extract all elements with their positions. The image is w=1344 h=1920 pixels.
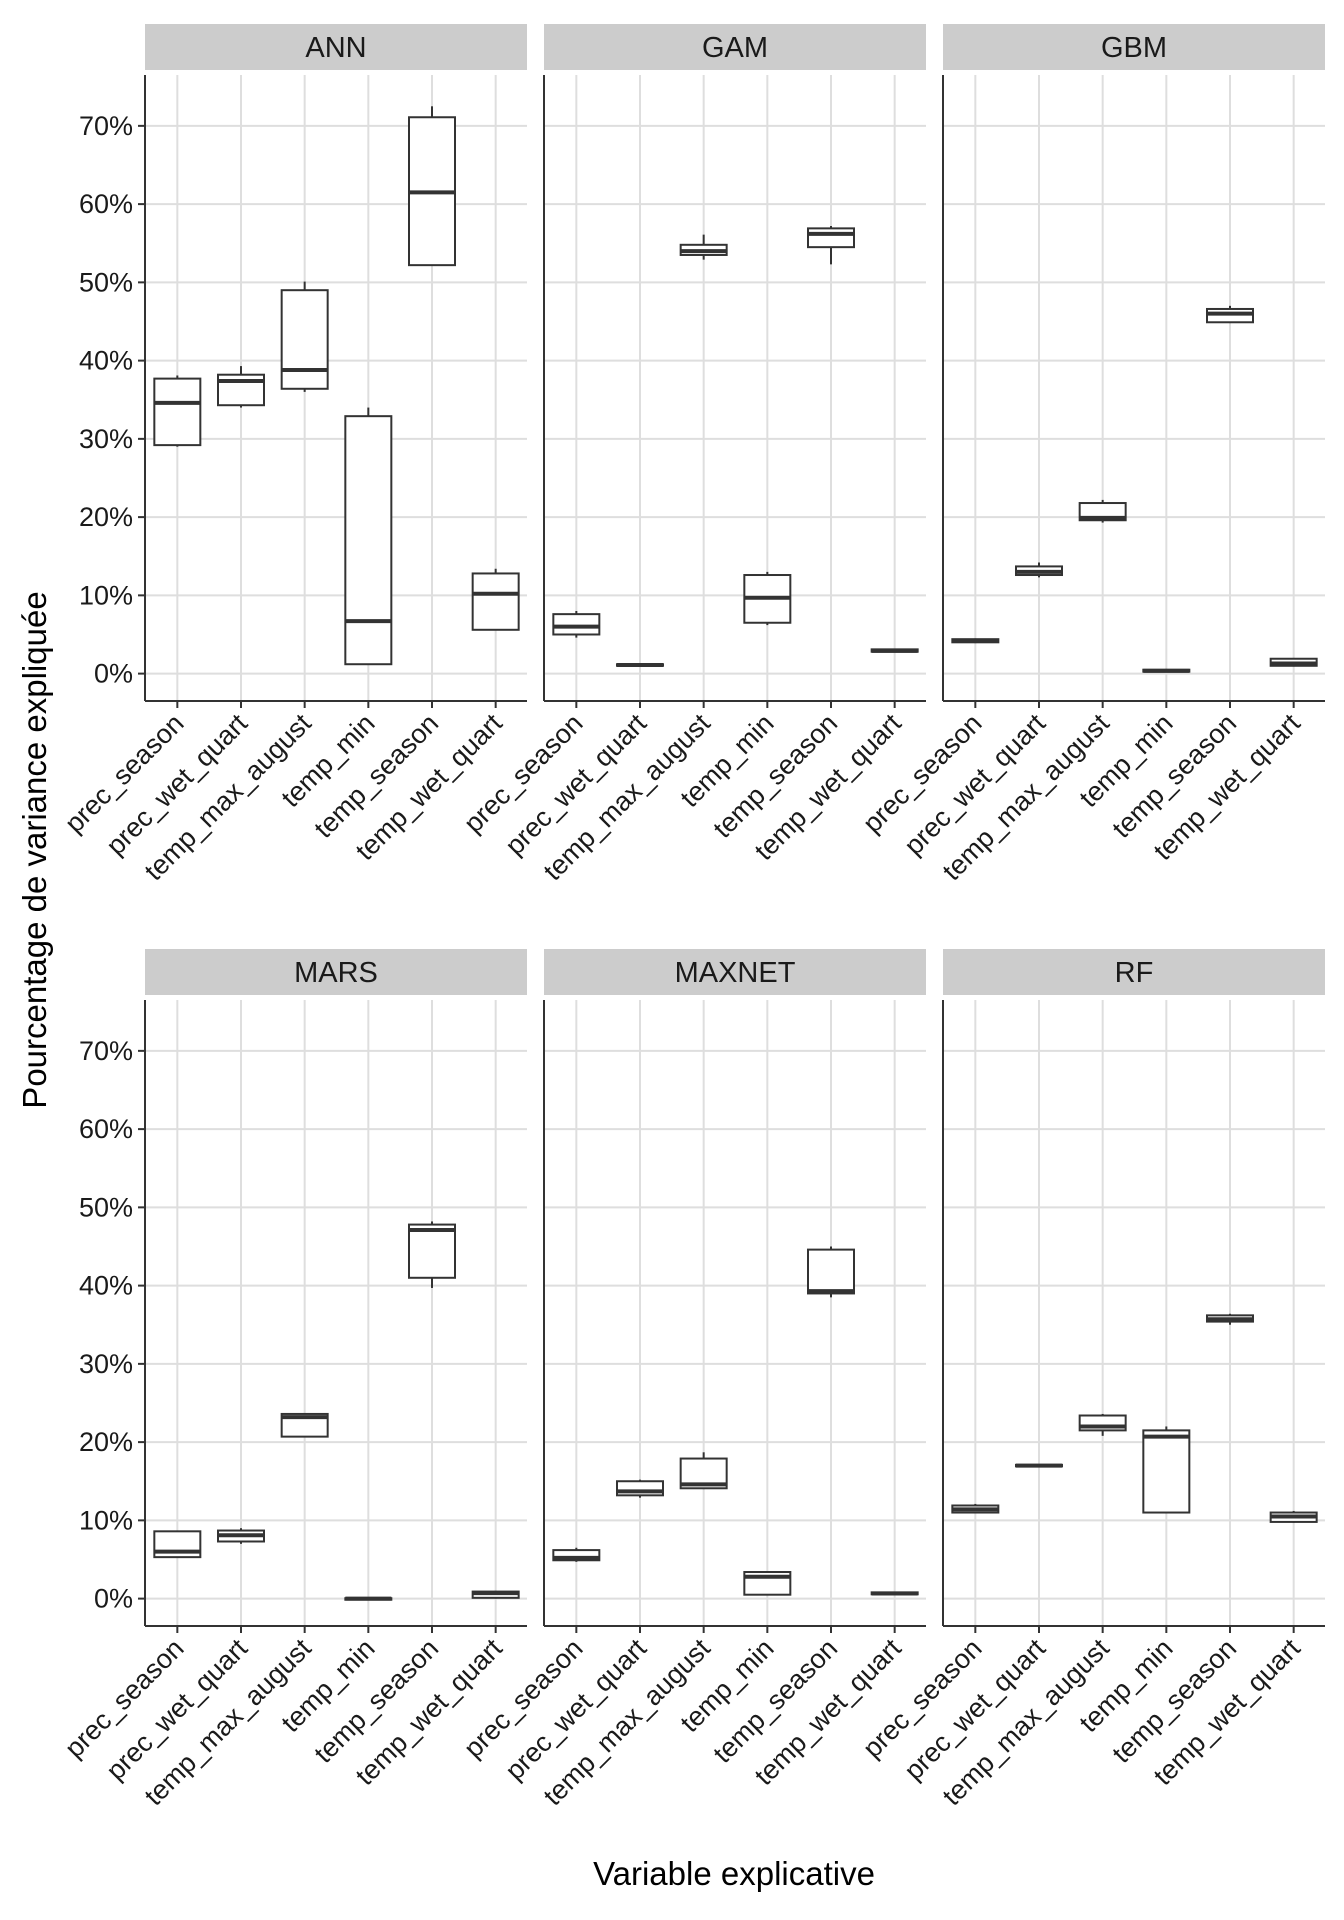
y-tick-label: 20%: [79, 1427, 133, 1457]
box-prec-wet-quart: [616, 663, 664, 668]
y-tick-label: 60%: [79, 189, 133, 219]
box-temp-min: [743, 571, 792, 626]
y-tick-label: 10%: [79, 580, 133, 610]
y-tick-label: 40%: [79, 1271, 133, 1301]
panel-strip-label: RF: [1115, 957, 1154, 989]
panel-strip: [544, 949, 926, 995]
y-tick-label: 40%: [79, 346, 133, 376]
y-tick-label: 70%: [79, 111, 133, 141]
y-tick-label: 70%: [79, 1036, 133, 1066]
box-temp-wet-quart: [1269, 657, 1318, 667]
box-temp-min: [1142, 668, 1191, 673]
box-prec-wet-quart: [217, 1528, 265, 1544]
panel-strip: [544, 24, 926, 70]
panel-strip: [145, 24, 527, 70]
box-prec-season: [552, 1547, 601, 1562]
box-prec-wet-quart: [217, 366, 265, 408]
box-prec-season: [153, 375, 202, 447]
panel-strip-label: GBM: [1101, 32, 1167, 64]
box-iqr: [344, 415, 393, 666]
box-prec-season: [552, 611, 601, 638]
box-temp-wet-quart: [870, 1591, 919, 1596]
panel-strip-label: MARS: [294, 957, 378, 989]
box-iqr: [280, 1412, 329, 1438]
y-tick-label: 30%: [79, 424, 133, 454]
panel-strip-label: GAM: [702, 32, 768, 64]
box-temp-max-august: [1078, 1413, 1127, 1436]
box-iqr: [552, 1549, 601, 1562]
box-iqr: [280, 289, 329, 390]
box-prec-season: [951, 638, 1000, 644]
y-tick-label: 30%: [79, 1349, 133, 1379]
box-temp-max-august: [679, 1452, 728, 1490]
box-temp-max-august: [280, 281, 329, 392]
box-iqr: [471, 572, 520, 631]
y-tick-label: 60%: [79, 1114, 133, 1144]
box-temp-wet-quart: [471, 1590, 520, 1599]
box-temp-wet-quart: [471, 568, 520, 631]
y-tick-label: 50%: [79, 1192, 133, 1222]
box-temp-min: [743, 1571, 792, 1596]
box-temp-season: [408, 1221, 456, 1288]
panel-gam: GAMprec_seasonprec_wet_quarttemp_max_aug…: [458, 24, 926, 886]
box-prec-season: [153, 1530, 202, 1559]
y-tick-label: 50%: [79, 267, 133, 297]
y-tick-label: 0%: [94, 659, 133, 689]
panel-strip: [145, 949, 527, 995]
y-tick-label: 10%: [79, 1505, 133, 1535]
y-tick-label: 0%: [94, 1584, 133, 1614]
box-prec-wet-quart: [616, 1479, 664, 1498]
box-iqr: [153, 377, 202, 447]
box-temp-season: [408, 106, 456, 267]
box-temp-wet-quart: [870, 648, 919, 653]
box-temp-season: [807, 1246, 855, 1298]
box-iqr: [1142, 1429, 1191, 1514]
panel-strip: [943, 949, 1325, 995]
panel-strip: [943, 24, 1325, 70]
box-temp-max-august: [679, 234, 728, 260]
y-tick-label: 20%: [79, 502, 133, 532]
box-temp-max-august: [1078, 499, 1127, 523]
y-axis-title: Pourcentage de variance expliquée: [16, 591, 53, 1108]
box-iqr: [552, 613, 601, 636]
box-temp-max-august: [280, 1412, 329, 1438]
x-axis-title: Variable explicative: [593, 1855, 875, 1892]
panel-strip-label: MAXNET: [675, 957, 796, 989]
box-temp-wet-quart: [1269, 1510, 1318, 1523]
box-temp-season: [1206, 1313, 1254, 1325]
panel-strip-label: ANN: [305, 32, 366, 64]
box-prec-wet-quart: [1015, 1463, 1063, 1468]
box-temp-min: [344, 1596, 393, 1601]
box-temp-min: [344, 407, 393, 666]
box-iqr: [807, 227, 855, 249]
box-prec-season: [951, 1503, 1000, 1514]
box-temp-min: [1142, 1426, 1191, 1514]
box-temp-season: [1206, 305, 1254, 324]
box-iqr: [408, 1223, 456, 1279]
box-prec-wet-quart: [1015, 562, 1063, 578]
box-temp-season: [807, 226, 855, 265]
box-iqr: [807, 1248, 855, 1295]
